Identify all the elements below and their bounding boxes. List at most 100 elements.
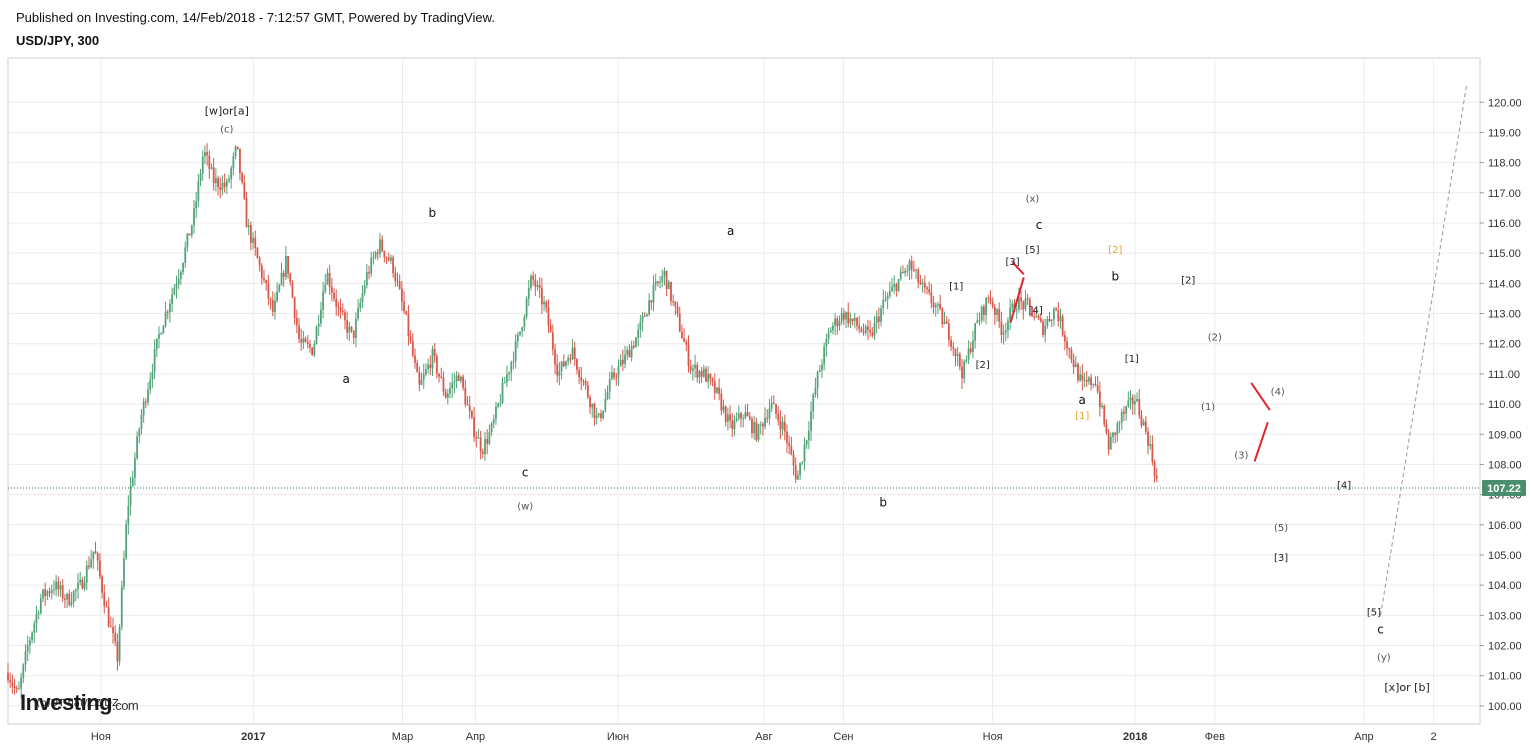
candle-body xyxy=(210,167,213,169)
wave-label: [1] xyxy=(949,281,963,292)
candle-body xyxy=(501,382,504,403)
candle-body xyxy=(1018,297,1020,310)
candle-body xyxy=(549,325,552,333)
candle-body xyxy=(197,180,200,202)
time-tick-label: Ноя xyxy=(91,731,111,743)
candle-body xyxy=(470,410,473,418)
candle-body xyxy=(726,414,729,422)
candle-body xyxy=(335,298,338,307)
candle-body xyxy=(438,373,440,377)
candle-body xyxy=(234,146,237,157)
candle-body xyxy=(996,309,998,315)
candle-body xyxy=(195,201,198,209)
candle-body xyxy=(212,167,215,184)
candle-body xyxy=(779,420,782,430)
candle-body xyxy=(236,146,239,149)
candle-body xyxy=(910,260,913,270)
candle-body xyxy=(814,388,817,395)
candle-body xyxy=(543,302,545,305)
candle-body xyxy=(208,155,211,169)
candle-body xyxy=(1033,316,1036,318)
candle-body xyxy=(842,312,845,320)
candle-body xyxy=(586,385,589,398)
candle-body xyxy=(648,300,651,315)
time-tick-label: Мар xyxy=(392,731,414,743)
candle-body xyxy=(96,553,99,561)
candle-body xyxy=(873,322,876,336)
candle-body xyxy=(921,282,924,285)
price-tick-label: 117.00 xyxy=(1488,188,1521,200)
candle-body xyxy=(495,406,497,419)
candle-body xyxy=(659,281,661,283)
candle-body xyxy=(880,308,882,322)
candle-body xyxy=(718,387,721,394)
candle-body xyxy=(893,284,896,287)
candle-body xyxy=(1116,423,1119,435)
candle-body xyxy=(1140,415,1143,426)
candle-body xyxy=(385,257,388,259)
price-axis[interactable]: 100.00 101.00 102.00 103.00 104.00 105.00 106.… xyxy=(1480,97,1526,713)
candle-body xyxy=(396,280,399,282)
candle-body xyxy=(1035,316,1038,318)
candle-body xyxy=(947,323,950,341)
candle-body xyxy=(35,613,38,624)
candle-body xyxy=(731,420,734,430)
candle-body xyxy=(48,591,51,593)
candle-body xyxy=(280,272,283,286)
candle-body xyxy=(433,348,436,357)
candle-body xyxy=(344,312,346,321)
candle-body xyxy=(99,560,101,577)
candle-body xyxy=(597,413,600,416)
candle-body xyxy=(768,408,771,419)
candle-body xyxy=(1009,307,1012,321)
projection-line xyxy=(1380,84,1468,616)
candle-body xyxy=(22,664,25,678)
candle-body xyxy=(328,272,331,287)
candle-body xyxy=(1090,377,1093,385)
candle-body xyxy=(431,348,434,369)
logo-suffix: .com xyxy=(112,698,139,713)
candle-body xyxy=(304,338,307,342)
wave-label: a xyxy=(727,224,734,238)
candle-body xyxy=(416,362,419,373)
candle-body xyxy=(1127,400,1130,407)
candle-body xyxy=(1138,398,1141,416)
candle-body xyxy=(687,344,690,366)
trend-line xyxy=(1250,382,1271,411)
candle-body xyxy=(836,318,839,327)
candle-body xyxy=(805,440,808,445)
candle-body xyxy=(241,173,244,183)
time-axis[interactable]: Ноя 2017 Мар Апр Июн Авг Сен Ноя 2018 Фев Апр 2 xyxy=(91,731,1437,743)
candle-body xyxy=(225,181,228,187)
candle-body xyxy=(591,403,594,408)
candle-body xyxy=(1101,405,1103,408)
candle-body xyxy=(1151,444,1154,462)
candle-body xyxy=(169,303,171,313)
wave-label: (x) xyxy=(1026,194,1040,205)
candle-body xyxy=(9,680,12,683)
candle-body xyxy=(339,307,342,311)
candle-body xyxy=(223,182,226,187)
candle-body xyxy=(862,331,865,333)
price-tick-label: 102.00 xyxy=(1488,641,1522,653)
candle-body xyxy=(444,391,447,398)
candle-body xyxy=(20,677,23,689)
candle-body xyxy=(764,417,766,427)
candle-body xyxy=(790,445,793,455)
candle-body xyxy=(37,613,40,615)
candle-body xyxy=(1068,348,1071,350)
candle-body xyxy=(1149,444,1152,446)
candle-body xyxy=(877,316,880,322)
candle-body xyxy=(409,336,412,342)
candle-body xyxy=(1155,476,1158,479)
candle-body xyxy=(772,402,775,405)
candle-body xyxy=(919,282,922,285)
candle-body xyxy=(812,394,815,412)
time-tick-label: Апр xyxy=(1354,731,1373,743)
candle-body xyxy=(1011,303,1014,308)
candle-body xyxy=(258,258,261,266)
candle-body xyxy=(473,417,475,437)
candle-body xyxy=(247,225,250,228)
candle-body xyxy=(57,581,60,590)
